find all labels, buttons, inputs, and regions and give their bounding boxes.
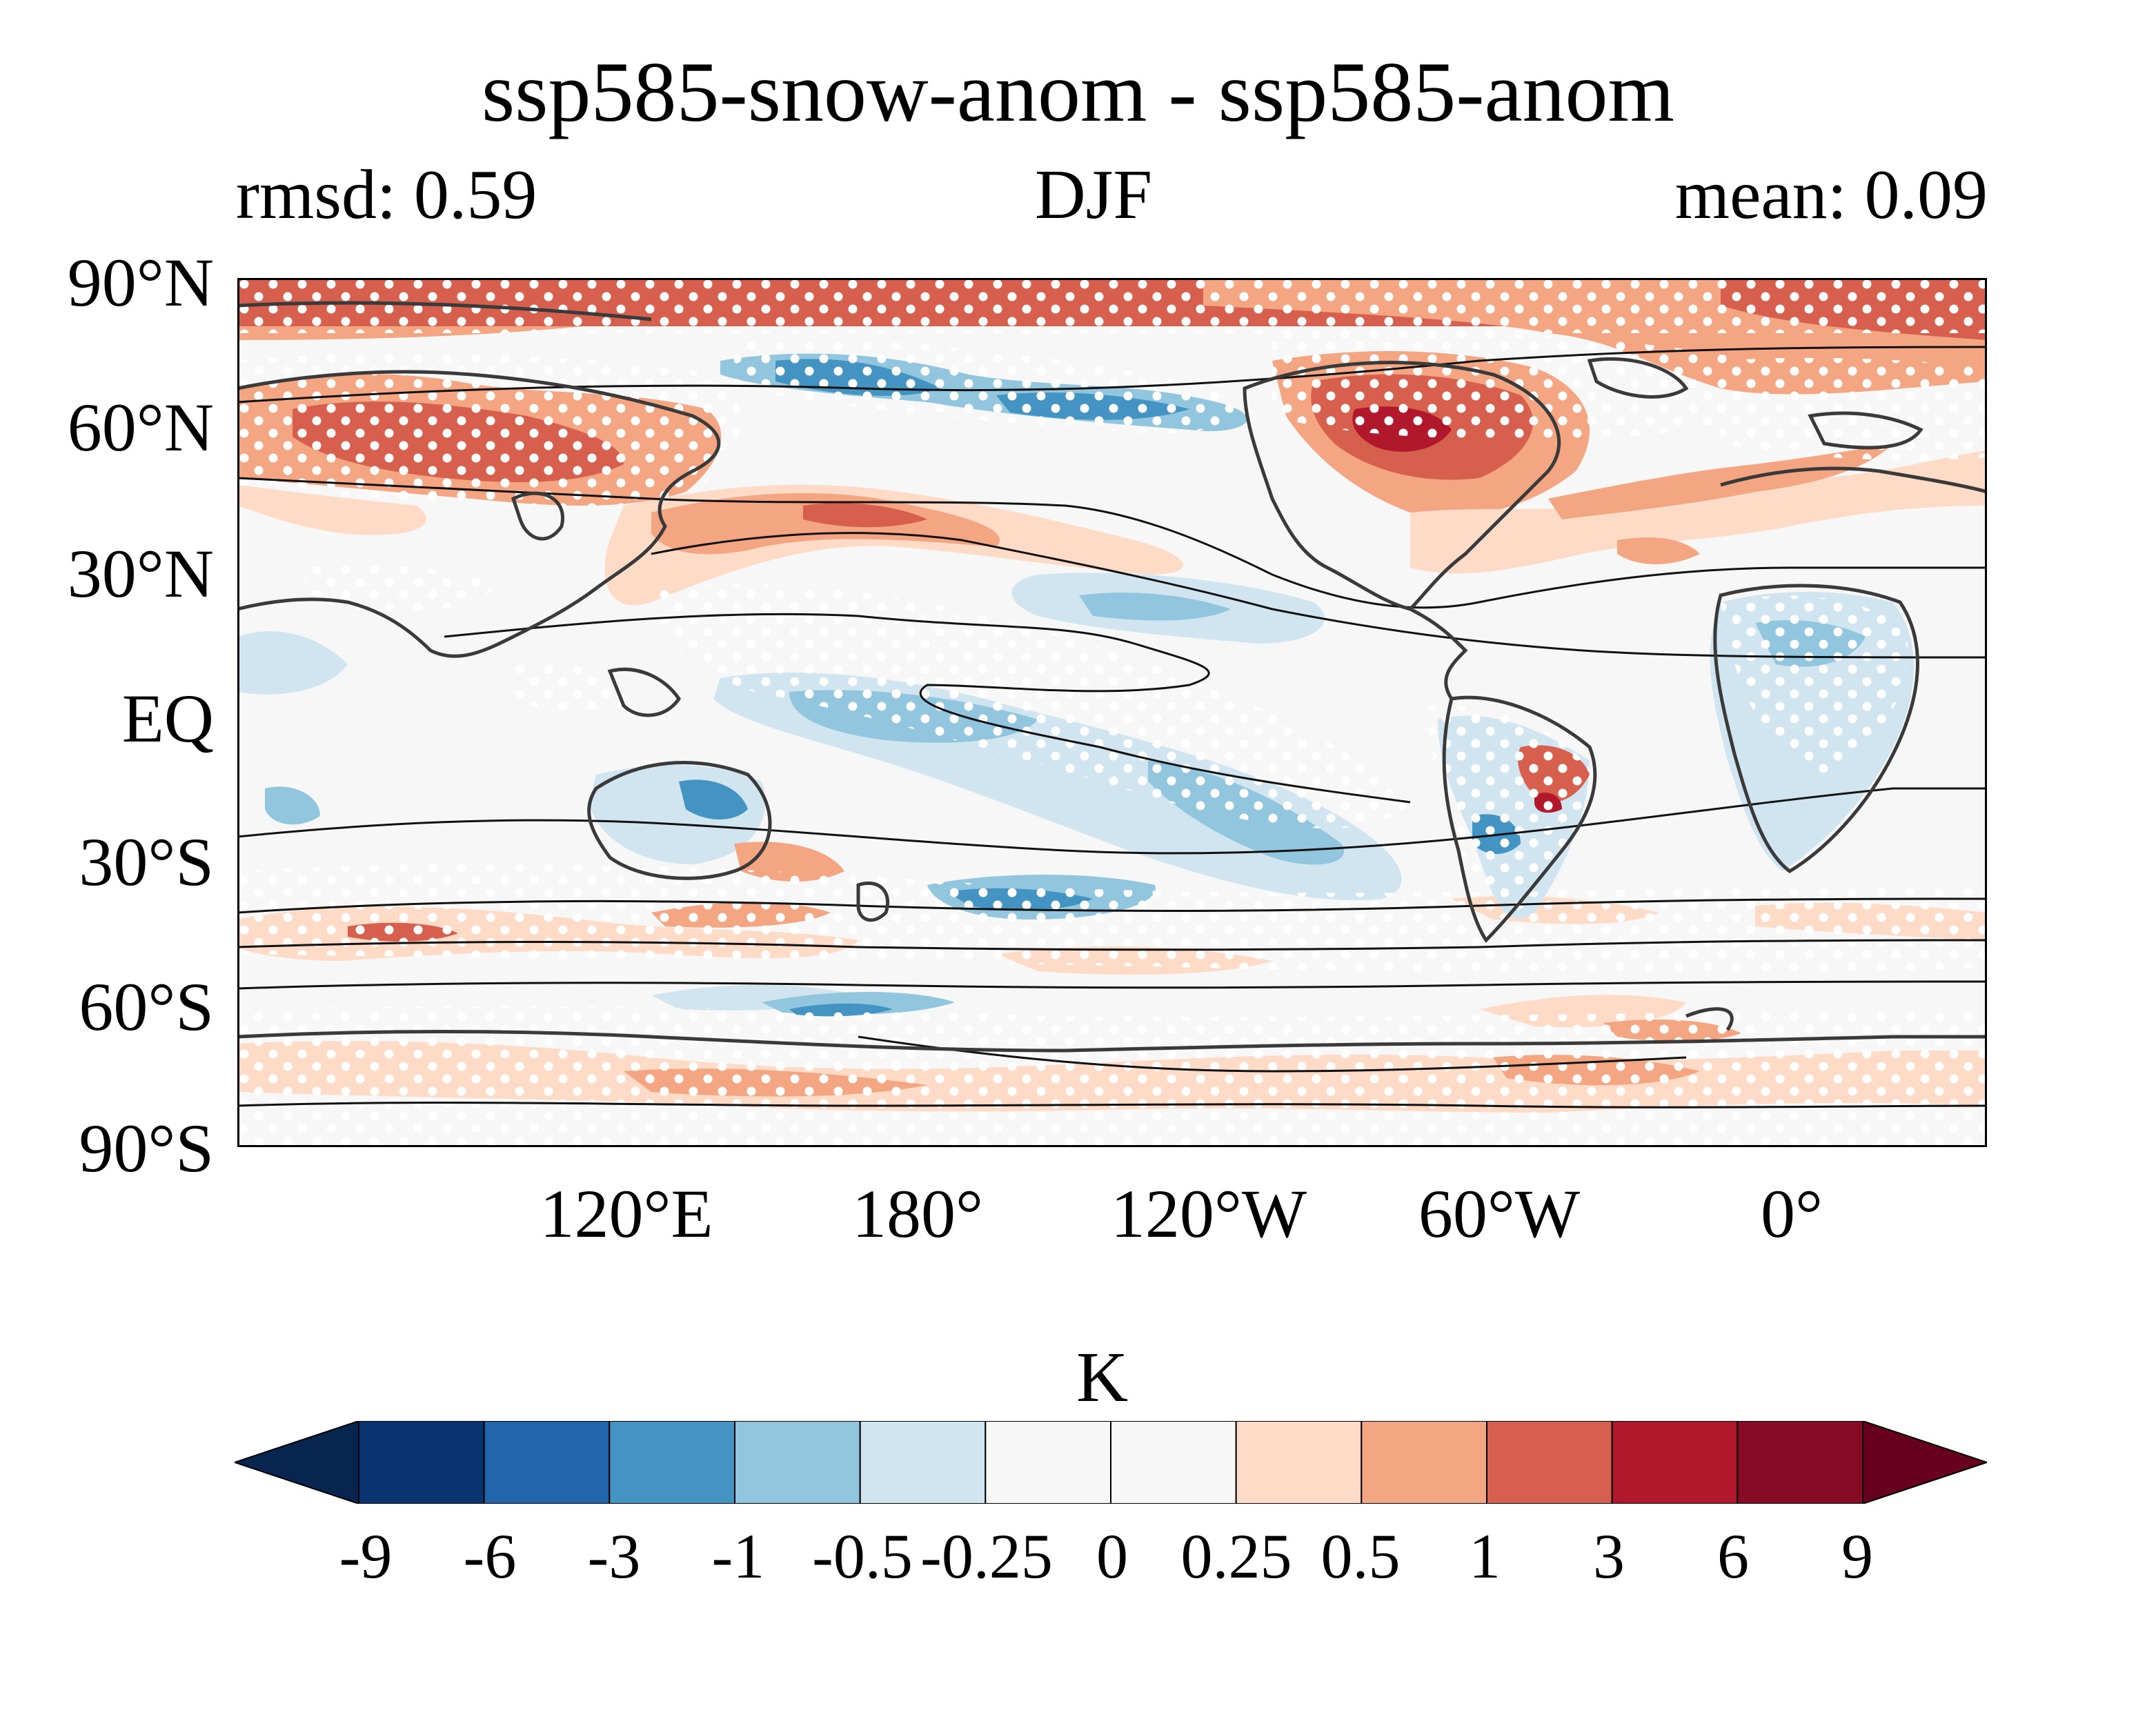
colorbar-tick: 0.25: [1180, 1521, 1292, 1591]
colorbar-segment: [358, 1421, 485, 1504]
colorbar-tick: -0.25: [920, 1521, 1053, 1591]
colorbar-tick: 3: [1593, 1521, 1625, 1591]
colorbar-tick: -9: [339, 1521, 393, 1591]
colorbar-units: K: [1076, 1338, 1129, 1417]
colorbar-segment: [1737, 1421, 1863, 1504]
colorbar-segment: [859, 1421, 987, 1504]
colorbar-tick: -6: [463, 1521, 517, 1591]
lat-label-90s: 90°S: [79, 1110, 214, 1186]
colorbar-tick: -1: [711, 1521, 765, 1591]
colorbar-segment: [734, 1421, 861, 1504]
lon-label-120e: 120°E: [540, 1175, 713, 1252]
lat-label-60s: 60°S: [79, 968, 214, 1045]
colorbar-segment: [1110, 1421, 1237, 1504]
lat-label-90n: 90°N: [67, 244, 214, 321]
colorbar-tick: -3: [587, 1521, 641, 1591]
colorbar-tick: 0.5: [1321, 1521, 1401, 1591]
colorbar-segment: [609, 1421, 735, 1504]
lon-label-120w: 120°W: [1110, 1175, 1307, 1252]
colorbar: [235, 1421, 1987, 1504]
coastlines: [237, 301, 1987, 1053]
lat-label-30n: 30°N: [67, 535, 214, 612]
colorbar-segment: [1361, 1421, 1488, 1504]
temperature-anomaly-map: [237, 278, 1987, 1147]
rmsd-label: rmsd: 0.59: [236, 156, 537, 234]
lat-label-eq: EQ: [121, 680, 214, 757]
colorbar-tick: 9: [1841, 1521, 1873, 1591]
chart-title: ssp585-snow-anom - ssp585-anom: [482, 45, 1674, 139]
lat-label-30s: 30°S: [79, 824, 214, 900]
lat-label-60n: 60°N: [67, 389, 214, 466]
colorbar-segment: [1486, 1421, 1613, 1504]
colorbar-extend-low: [235, 1421, 359, 1504]
lon-label-60w: 60°W: [1418, 1175, 1581, 1252]
lon-label-180: 180°: [852, 1175, 983, 1252]
colorbar-segment: [1235, 1421, 1363, 1504]
mean-label: mean: 0.09: [1674, 156, 1988, 234]
map-frame: [237, 278, 1987, 1147]
colorbar-tick: 0: [1096, 1521, 1128, 1591]
colorbar-tick: 1: [1469, 1521, 1501, 1591]
colorbar-segment: [985, 1421, 1112, 1504]
lon-label-0: 0°: [1761, 1175, 1823, 1252]
season-label: DJF: [1035, 156, 1153, 234]
colorbar-tick: 6: [1717, 1521, 1749, 1591]
colorbar-extend-high: [1862, 1421, 1987, 1504]
colorbar-segment: [483, 1421, 611, 1504]
colorbar-segment: [1611, 1421, 1739, 1504]
colorbar-tick: -0.5: [812, 1521, 913, 1591]
